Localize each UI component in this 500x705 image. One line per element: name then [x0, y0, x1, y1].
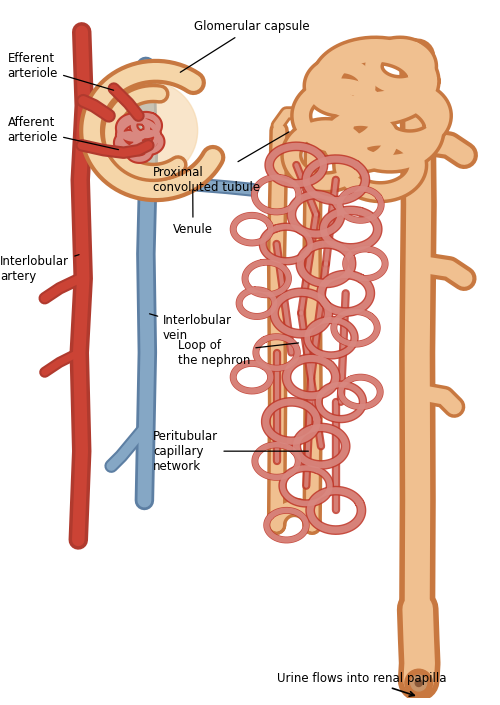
Ellipse shape	[99, 81, 198, 180]
Text: Efferent
arteriole: Efferent arteriole	[8, 52, 114, 90]
Text: Glomerular capsule: Glomerular capsule	[180, 20, 310, 73]
Text: Interlobular
artery: Interlobular artery	[0, 255, 79, 283]
Circle shape	[415, 680, 422, 687]
Text: Venule: Venule	[173, 190, 213, 235]
Text: Proximal
convoluted tubule: Proximal convoluted tubule	[154, 132, 289, 194]
Text: Afferent
arteriole: Afferent arteriole	[8, 116, 118, 149]
Circle shape	[405, 669, 432, 697]
Text: Peritubular
capillary
network: Peritubular capillary network	[154, 429, 308, 472]
Text: Loop of
the nephron: Loop of the nephron	[178, 338, 298, 367]
Text: Interlobular
vein: Interlobular vein	[150, 314, 232, 342]
Text: Urine flows into renal papilla: Urine flows into renal papilla	[276, 672, 446, 697]
Circle shape	[411, 675, 426, 691]
